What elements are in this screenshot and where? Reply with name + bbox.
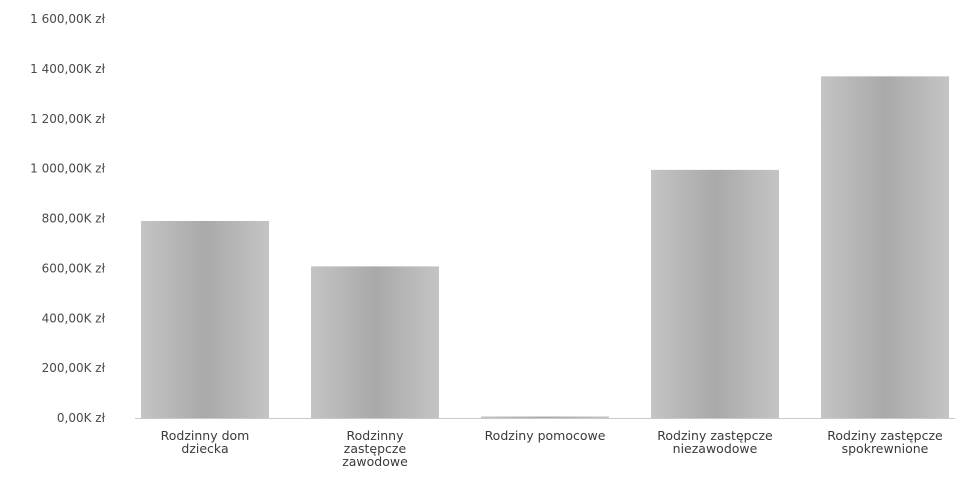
y-tick-label: 1 000,00K zł <box>30 162 105 176</box>
x-tick-label-line: niezawodowe <box>673 441 758 456</box>
x-tick-label-line: Rodzinny <box>347 428 405 443</box>
x-tick-label-line: Rodziny pomocowe <box>485 428 606 443</box>
bar[interactable] <box>481 416 609 419</box>
bar[interactable] <box>311 266 439 418</box>
y-axis: 0,00K zł 200,00K zł 400,00K zł 600,00K zł 80… <box>30 12 105 425</box>
x-axis: Rodzinny dom dziecka Rodzinny zastępcze zawo… <box>135 418 955 469</box>
x-tick-label-line: spokrewnione <box>842 441 929 456</box>
y-tick-label: 0,00K zł <box>57 411 106 425</box>
bar[interactable] <box>821 76 949 418</box>
y-tick-label: 1 200,00K zł <box>30 112 105 126</box>
y-tick-label: 600,00K zł <box>42 261 106 275</box>
x-tick-label-line: Rodziny zastępcze <box>827 428 943 443</box>
x-tick-label: Rodzinny zastępcze zawodowe <box>342 428 408 469</box>
bar[interactable] <box>141 220 269 418</box>
y-tick-label: 1 600,00K zł <box>30 12 105 26</box>
y-tick-label: 800,00K zł <box>42 212 106 226</box>
x-tick-label: Rodziny zastępcze niezawodowe <box>657 428 773 456</box>
x-tick-label: Rodziny zastępcze spokrewnione <box>827 428 943 456</box>
x-tick-label: Rodzinny dom dziecka <box>161 428 250 456</box>
y-tick-label: 400,00K zł <box>42 311 106 325</box>
x-tick-label-line: Rodziny zastępcze <box>657 428 773 443</box>
bars <box>141 76 949 418</box>
y-tick-label: 200,00K zł <box>42 361 106 375</box>
x-tick-label: Rodziny pomocowe <box>485 428 606 443</box>
x-tick-label-line: zawodowe <box>342 454 408 469</box>
bar[interactable] <box>651 169 779 418</box>
x-tick-label-line: zastępcze <box>344 441 407 456</box>
y-tick-label: 1 400,00K zł <box>30 62 105 76</box>
x-tick-label-line: Rodzinny dom <box>161 428 250 443</box>
x-tick-label-line: dziecka <box>181 441 228 456</box>
